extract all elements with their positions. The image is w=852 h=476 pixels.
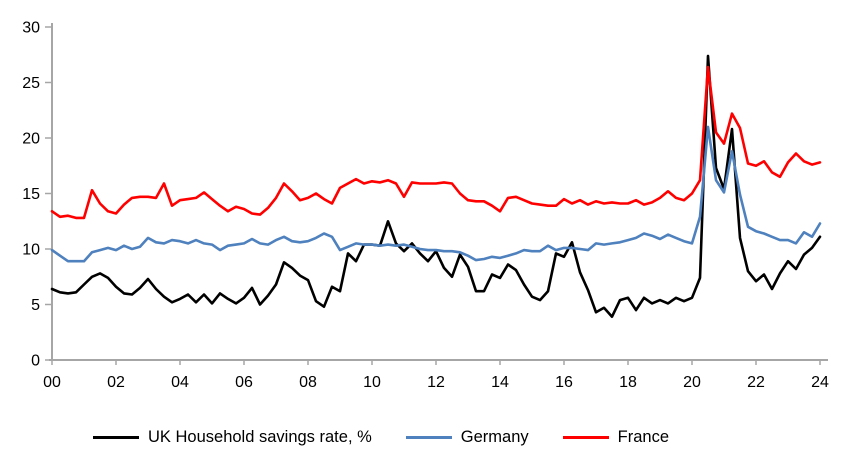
france-legend-label: France [617,428,669,446]
x-tick-label: 02 [107,374,125,391]
x-tick-label: 16 [555,374,573,391]
legend-item-uk: UK Household savings rate, % [93,428,372,447]
x-tick-label: 06 [235,374,253,391]
y-tick-label: 30 [22,20,40,37]
x-tick-label: 18 [619,374,637,391]
series-line-france [50,65,822,220]
y-tick-label: 10 [22,242,40,259]
y-tick-label: 0 [31,353,40,370]
x-tick-label: 24 [811,374,829,391]
y-tick-label: 15 [22,186,40,203]
y-tick-label: 5 [31,297,40,314]
chart-plot-area: 0 5 10 15 20 25 30 00 02 04 06 08 10 12 14 16 18 20 22 24 [22,20,829,392]
x-tick-label: 14 [491,374,509,391]
legend-item-germany: Germany [405,428,529,447]
legend-item-france: France [562,428,669,447]
series-line-germany [50,125,822,263]
uk-line-swatch [93,436,139,439]
x-tick-label: 10 [363,374,381,391]
x-tick-label: 04 [171,374,189,391]
x-tick-label: 00 [43,374,61,391]
uk-legend-label: UK Household savings rate, % [148,428,372,446]
x-tick-label: 12 [427,374,445,391]
france-line-swatch [562,436,609,439]
y-tick-label: 25 [22,75,40,92]
x-tick-label: 20 [683,374,701,391]
germany-line-swatch [405,436,452,439]
x-tick-label: 22 [747,374,765,391]
chart-legend: UK Household savings rate, % Germany Fra… [0,428,762,447]
germany-legend-label: Germany [460,428,529,446]
x-tick-label: 08 [299,374,317,391]
y-tick-label: 20 [22,131,40,148]
